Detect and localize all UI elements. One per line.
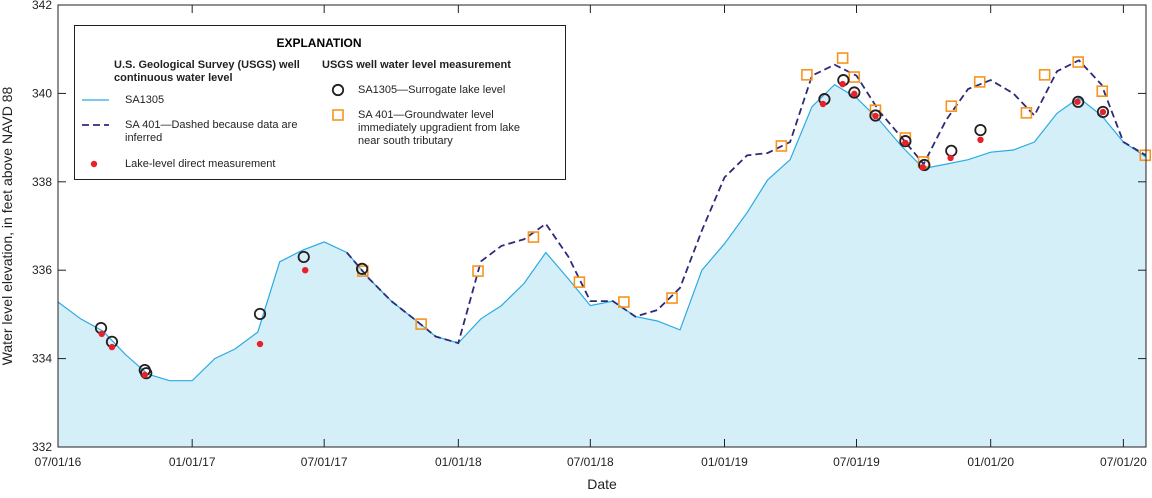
point	[945, 144, 958, 157]
point	[819, 100, 827, 108]
x-tick-label: 01/01/18	[435, 455, 482, 469]
point	[98, 330, 105, 338]
legend-label: SA1305—Surrogate lake level	[358, 84, 506, 96]
x-tick-label: 07/01/20	[1100, 455, 1147, 469]
line	[57, 83, 1147, 382]
point	[836, 52, 849, 64]
point	[332, 109, 344, 121]
y-tick-label: 332	[32, 440, 52, 454]
x-tick-label: 01/01/17	[169, 455, 216, 469]
point	[108, 343, 116, 351]
point	[297, 250, 310, 264]
x-tick-label: 01/01/19	[701, 455, 748, 469]
point	[1072, 95, 1085, 108]
legend-symbol	[82, 99, 109, 101]
legend-label: Lake-level direct measurement	[125, 158, 276, 170]
legend-symbol	[90, 160, 98, 168]
point	[253, 307, 267, 321]
legend-heading: U.S. Geological Survey (USGS) well conti…	[114, 59, 300, 84]
point	[839, 80, 846, 88]
legend-title: EXPLANATION	[276, 36, 362, 50]
point	[947, 154, 954, 162]
point	[666, 292, 678, 304]
legend-heading: USGS well water level measurement	[322, 59, 511, 71]
line	[346, 59, 1147, 345]
y-tick-label: 342	[32, 0, 52, 12]
point	[869, 109, 882, 122]
legend-label: SA 401—Dashed because data are inferred	[125, 119, 298, 144]
point	[141, 371, 148, 379]
point	[256, 340, 264, 348]
legend-symbol	[331, 83, 345, 97]
point	[140, 367, 153, 380]
x-tick-label: 07/01/17	[301, 455, 348, 469]
point	[302, 267, 309, 274]
point	[355, 262, 369, 275]
point	[331, 83, 345, 97]
point	[848, 71, 861, 83]
point	[919, 164, 927, 171]
x-axis-label: Date	[587, 476, 617, 492]
legend-label: SA 401—Groundwater level immediately upg…	[358, 109, 521, 147]
y-tick-label: 336	[32, 263, 52, 277]
point	[801, 69, 813, 81]
point	[775, 140, 788, 152]
legend-symbol	[82, 124, 109, 126]
point	[977, 136, 984, 144]
point	[90, 160, 98, 168]
point	[848, 86, 861, 99]
point	[573, 276, 586, 288]
point	[1038, 69, 1051, 81]
point	[1020, 107, 1033, 119]
point	[973, 76, 986, 88]
point	[1074, 98, 1081, 105]
point	[918, 158, 931, 172]
plot-frame	[57, 4, 1147, 448]
point	[974, 123, 987, 137]
y-tick-label: 334	[32, 352, 52, 366]
legend-label: SA1305	[125, 94, 165, 106]
point	[527, 231, 540, 243]
y-tick-label: 340	[32, 86, 52, 100]
plot-layer	[57, 52, 1152, 447]
point	[902, 139, 909, 147]
x-tick-label: 07/01/19	[833, 455, 880, 469]
point	[1072, 56, 1084, 68]
point	[1139, 149, 1152, 162]
y-axis-label: Water level elevation, in feet above NAV…	[0, 86, 15, 365]
point	[415, 318, 427, 330]
legend-box	[74, 25, 566, 180]
x-tick-label: 07/01/18	[567, 455, 614, 469]
point	[945, 100, 958, 113]
point	[472, 265, 484, 277]
point	[1096, 105, 1110, 119]
legend-symbol	[332, 109, 344, 121]
x-tick-label: 07/01/16	[35, 455, 82, 469]
point	[618, 296, 630, 308]
point	[1099, 108, 1107, 116]
y-tick-label: 338	[32, 175, 52, 189]
point	[1096, 85, 1109, 97]
area	[58, 84, 1146, 447]
point	[899, 135, 912, 148]
x-tick-label: 01/01/20	[967, 455, 1014, 469]
point	[872, 112, 879, 120]
point	[851, 90, 858, 98]
